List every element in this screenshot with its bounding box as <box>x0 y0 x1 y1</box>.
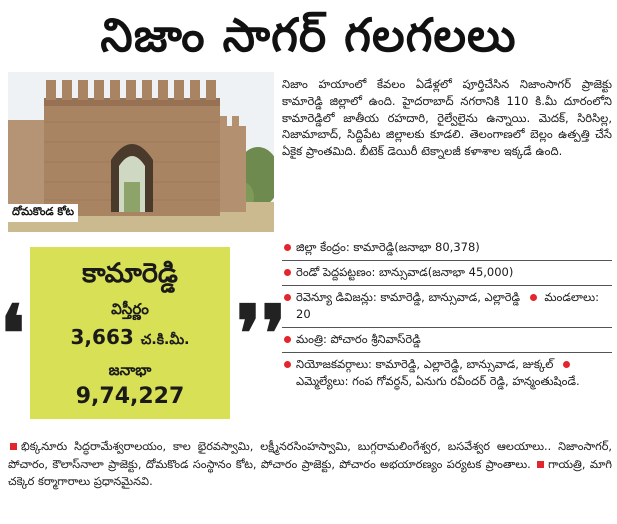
district-facts: జిల్లా కేంద్రం: కామారెడ్డి(జనాభా 80,378)… <box>282 239 612 390</box>
divider <box>282 327 612 328</box>
fact-text: రెవెన్యూ డివిజన్లు: కామారెడ్డి, బాన్సువా… <box>296 290 521 304</box>
divider <box>282 352 612 353</box>
fact-constituencies: నియోజకవర్గాలు: కామారెడ్డి, ఎల్లారెడ్డి, … <box>282 356 612 390</box>
square-bullet-icon <box>10 443 17 450</box>
bullet-icon <box>284 294 291 301</box>
bullet-icon <box>284 336 291 343</box>
fact-text: నియోజకవర్గాలు: కామారెడ్డి, ఎల్లారెడ్డి, … <box>296 357 554 371</box>
bullet-icon <box>529 294 537 301</box>
fact-revenue-divisions: రెవెన్యూ డివిజన్లు: కామారెడ్డి, బాన్సువా… <box>282 289 612 323</box>
area-row: 3,663 చ.కి.మీ. <box>30 325 230 352</box>
page-title: నిజాం సాగర్ గలగలలు <box>100 8 517 62</box>
divider <box>282 285 612 286</box>
district-name: కామారెడ్డి <box>82 258 178 289</box>
fact-second-city: రెండో పెద్దపట్టణం: బాన్సువాడ(జనాభా 45,00… <box>282 264 612 281</box>
square-bullet-icon <box>537 460 545 468</box>
area-value: 3,663 <box>70 325 134 349</box>
attractions-text: భిక్కనూరు సిద్ధరామేశ్వరాలయం, కాల భైరవస్వ… <box>8 440 612 471</box>
domakonda-fort-image <box>8 72 274 232</box>
close-quote-icon: ❜❜ <box>236 289 287 380</box>
area-label: విస్తీర్ణం <box>111 300 149 318</box>
fact-text: జిల్లా కేంద్రం: కామారెడ్డి(జనాభా 80,378) <box>296 240 480 254</box>
fact-text: రెండో పెద్దపట్టణం: బాన్సువాడ(జనాభా 45,00… <box>296 265 514 279</box>
area-unit: చ.కి.మీ. <box>140 332 190 348</box>
fact-text: మంత్రి: పోచారం శ్రీనివాస్‌రెడ్డి <box>296 332 421 346</box>
photo-caption: దోమకొండ కోట <box>8 204 79 222</box>
fact-minister: మంత్రి: పోచారం శ్రీనివాస్‌రెడ్డి <box>282 331 612 348</box>
industries-text: గాయత్రి, మాగి చక్కెర కర్మాగారాలు ప్రధానమ… <box>8 457 613 489</box>
bullet-icon <box>563 361 571 368</box>
fort-photo: దోమకొండ కోట <box>8 72 274 232</box>
fact-text: ఎమ్మెల్యేలు: గంప గోవర్ధన్, ఏనుగు రవీందర్… <box>296 374 580 388</box>
fact-text: మండలాలు: 20 <box>296 290 599 321</box>
fact-headquarters: జిల్లా కేంద్రం: కామారెడ్డి(జనాభా 80,378) <box>282 239 612 256</box>
district-infobox: కామారెడ్డి విస్తీర్ణం 3,663 చ.కి.మీ. జనా… <box>30 247 230 419</box>
intro-paragraph: నిజాం హయాంలో కేవలం ఏడేళ్లలో పూర్తిచేసిన … <box>282 77 612 159</box>
divider <box>282 260 612 261</box>
population-label: జనాభా <box>108 361 152 379</box>
bullet-icon <box>284 361 291 368</box>
bullet-icon <box>284 269 291 276</box>
footer-paragraph: భిక్కనూరు సిద్ధరామేశ్వరాలయం, కాల భైరవస్వ… <box>8 438 612 491</box>
population-value: 9,74,227 <box>75 384 185 409</box>
bullet-icon <box>284 244 291 251</box>
